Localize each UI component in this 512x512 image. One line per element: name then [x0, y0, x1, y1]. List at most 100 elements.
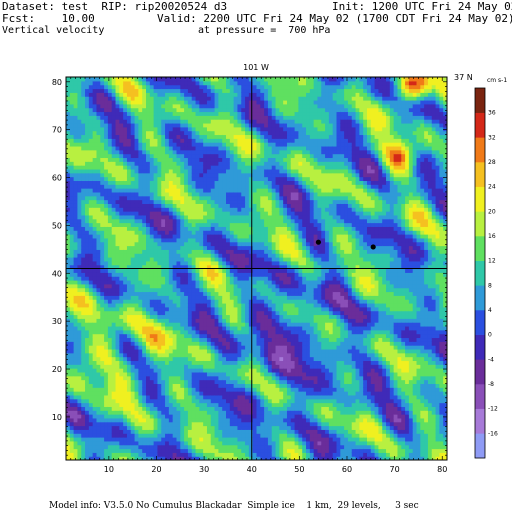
field-cell [157, 364, 162, 369]
field-cell [77, 115, 82, 120]
field-cell [138, 126, 143, 132]
field-cell [157, 253, 162, 258]
field-cell [218, 245, 223, 250]
field-cell [149, 80, 155, 86]
field-cell [172, 149, 178, 155]
field-cell [210, 188, 216, 193]
field-cell [149, 142, 155, 147]
field-cell [88, 299, 94, 304]
field-cell [153, 138, 159, 143]
field-cell [123, 276, 128, 281]
field-cell [85, 383, 90, 388]
field-cell [126, 272, 132, 277]
field-cell [184, 425, 189, 430]
field-cell [199, 387, 204, 392]
field-cell [138, 237, 143, 243]
field-cell [206, 425, 212, 430]
field-cell [191, 180, 197, 185]
field-cell [73, 444, 79, 450]
field-cell [176, 314, 181, 319]
field-cell [180, 425, 185, 430]
field-cell [123, 264, 128, 270]
field-cell [203, 452, 208, 457]
field-cell [88, 211, 94, 216]
field-cell [165, 249, 170, 254]
field-cell [245, 291, 250, 296]
field-cell [73, 371, 79, 377]
field-cell [157, 456, 162, 460]
field-cell [77, 176, 82, 182]
field-cell [138, 153, 143, 159]
field-cell [199, 329, 204, 335]
field-cell [85, 88, 90, 93]
field-cell [168, 138, 174, 143]
field-cell [241, 437, 246, 442]
field-cell [157, 153, 162, 159]
field-cell [237, 414, 242, 419]
field-cell [203, 429, 208, 434]
field-cell [100, 184, 105, 189]
field-cell [85, 218, 90, 224]
field-cell [73, 222, 79, 227]
field-cell [206, 165, 212, 170]
field-cell [184, 218, 189, 224]
field-cell [100, 253, 105, 258]
field-cell [123, 99, 128, 105]
field-cell [161, 283, 166, 289]
field-cell [199, 126, 204, 132]
field-cell [184, 364, 189, 369]
field-cell [206, 364, 212, 369]
field-cell [252, 341, 258, 346]
field-cell [111, 222, 117, 227]
field-cell [226, 414, 231, 419]
field-cell [73, 234, 79, 239]
field-cell [138, 325, 143, 331]
field-cell [218, 222, 223, 227]
field-cell [85, 188, 90, 193]
field-cell [252, 456, 258, 460]
field-cell [237, 180, 242, 185]
field-cell [210, 279, 216, 285]
field-cell [168, 291, 174, 296]
field-cell [191, 168, 197, 174]
field-cell [168, 414, 174, 419]
field-cell [237, 207, 242, 212]
field-cell [218, 188, 223, 193]
field-cell [195, 99, 200, 105]
field-cell [176, 88, 181, 93]
field-cell [126, 410, 132, 415]
field-cell [176, 325, 181, 331]
field-cell [96, 283, 101, 289]
field-cell [107, 149, 113, 155]
field-cell [100, 433, 105, 438]
field-cell [226, 207, 231, 212]
field-cell [191, 161, 197, 166]
field-cell [96, 437, 101, 442]
field-cell [130, 318, 136, 323]
field-cell [187, 345, 193, 350]
field-cell [146, 448, 151, 453]
field-cell [77, 249, 82, 254]
field-cell [130, 165, 136, 170]
field-cell [218, 348, 223, 354]
field-cell [248, 360, 254, 365]
field-cell [161, 348, 166, 354]
field-cell [146, 283, 151, 289]
field-cell [130, 103, 136, 109]
field-cell [111, 383, 117, 388]
field-cell [245, 391, 250, 396]
field-cell [138, 333, 143, 339]
field-cell [119, 314, 124, 319]
field-cell [157, 341, 162, 346]
field-cell [104, 402, 109, 407]
field-cell [146, 157, 151, 162]
field-cell [233, 318, 239, 323]
field-cell [248, 295, 254, 300]
field-cell [252, 295, 258, 300]
field-cell [165, 433, 170, 438]
field-cell [134, 211, 139, 216]
field-cell [165, 410, 170, 415]
field-cell [157, 440, 162, 446]
field-cell [214, 142, 219, 147]
field-cell [203, 211, 208, 216]
